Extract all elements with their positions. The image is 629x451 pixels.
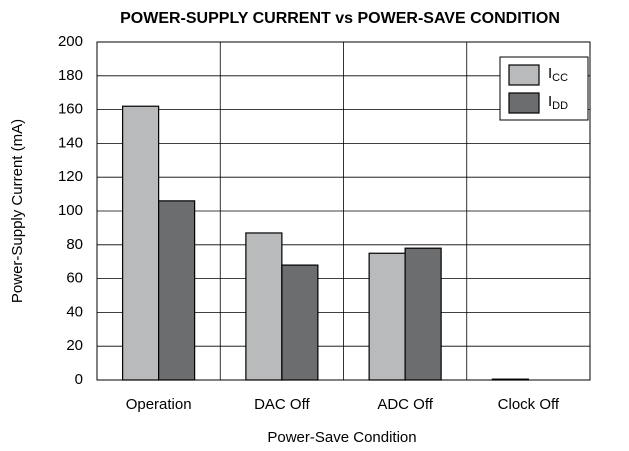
bar <box>158 200 196 381</box>
y-tick-label: 60 <box>66 270 83 287</box>
x-tick-label: ADC Off <box>377 396 433 413</box>
y-tick-label: 120 <box>58 168 83 185</box>
x-tick-label: DAC Off <box>254 396 310 413</box>
legend-label-main: I <box>548 93 552 110</box>
legend-label-main: I <box>548 65 552 82</box>
legend-label-sub: CC <box>552 72 568 84</box>
y-tick-label: 180 <box>58 67 83 84</box>
y-tick-label: 200 <box>58 33 83 50</box>
y-axis-label: Power-Supply Current (mA) <box>9 119 26 303</box>
y-tick-label: 100 <box>58 202 83 219</box>
bar <box>491 378 529 381</box>
y-tick-label: 0 <box>75 371 83 388</box>
bar <box>245 232 283 381</box>
plot-frame <box>96 41 591 381</box>
legend-label-sub: DD <box>552 100 568 112</box>
legend-label: IDD <box>548 93 568 112</box>
legend-swatch <box>508 64 540 86</box>
y-tick-label: 160 <box>58 101 83 118</box>
y-tick-label: 80 <box>66 236 83 253</box>
y-tick-label: 140 <box>58 134 83 151</box>
x-tick-label: Operation <box>126 396 192 413</box>
bar <box>368 252 406 381</box>
y-tick-label: 40 <box>66 303 83 320</box>
legend-label: ICC <box>548 65 568 84</box>
bar <box>281 264 319 381</box>
legend-swatch <box>508 92 540 114</box>
chart-title: POWER-SUPPLY CURRENT vs POWER-SAVE CONDI… <box>120 10 560 27</box>
x-axis-label: Power-Save Condition <box>267 429 416 446</box>
bar <box>404 247 442 381</box>
x-tick-label: Clock Off <box>498 396 560 413</box>
bar <box>122 105 160 381</box>
y-tick-label: 20 <box>66 337 83 354</box>
